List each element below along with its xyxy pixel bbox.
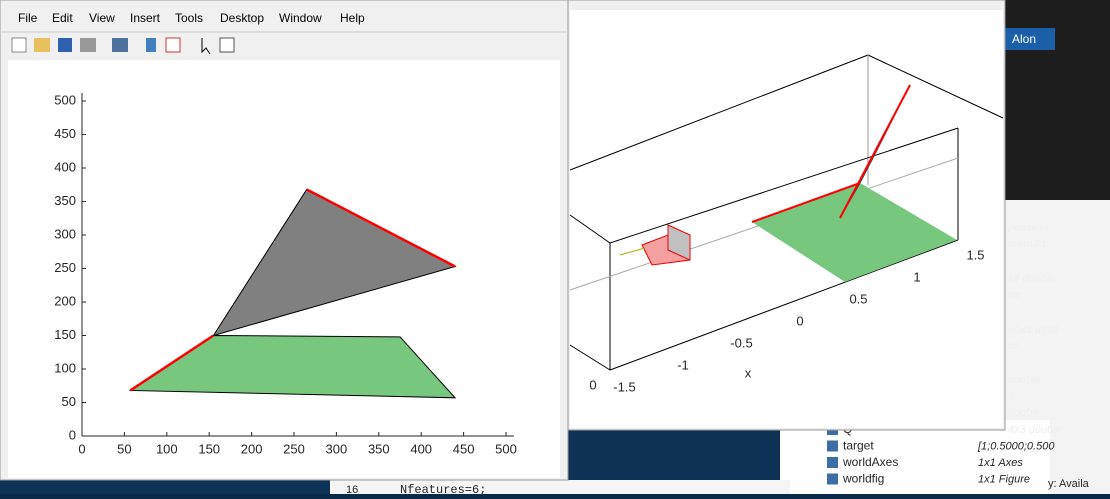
edge	[306, 188, 456, 268]
y-tick-label: 300	[54, 226, 76, 241]
camera-frustum	[667, 224, 691, 261]
menu-item[interactable]: Tools	[175, 11, 203, 25]
menu-item[interactable]: Edit	[52, 11, 73, 25]
box-edge	[569, 54, 869, 171]
y-tick-label: 500	[54, 92, 76, 107]
workspace-text: double	[1008, 407, 1041, 419]
tool-link[interactable]	[112, 38, 128, 52]
x-tick-label: 250	[283, 441, 305, 456]
variable-value: 1x1 Figure	[978, 473, 1030, 485]
box-edge	[867, 54, 1004, 119]
axis-tick-label: 0	[796, 313, 803, 328]
axis-tick-label: -1	[677, 357, 689, 372]
tool-property[interactable]	[219, 37, 235, 53]
x-tick-label: 50	[117, 441, 131, 456]
workspace-text: ns	[1008, 340, 1020, 352]
y-tick-label: 50	[62, 394, 76, 409]
axis-label: x	[745, 365, 752, 380]
x-tick-label: 300	[326, 441, 348, 456]
box-3d	[569, 54, 1004, 371]
workspace-text: ne	[1008, 289, 1020, 301]
axis-tick-label: 1	[913, 269, 920, 284]
x-tick-label: 450	[453, 441, 475, 456]
x-tick-label: 350	[368, 441, 390, 456]
workspace-table	[780, 420, 1050, 494]
axis-tick-label: 0.5	[849, 291, 867, 306]
y-tick-label: 400	[54, 159, 76, 174]
workspace-text: 4x3 double	[1008, 424, 1062, 436]
workspace-text: perrecta	[1007, 222, 1048, 234]
variable-name: worldAxes	[842, 455, 898, 469]
x-tick-label: 0	[78, 441, 85, 456]
workspace-text: mera3d	[1008, 238, 1046, 250]
red-edge	[751, 182, 861, 223]
workspace-text: 60x3 uint8	[1008, 324, 1060, 336]
axis-3d: -1.5 -1 -0.5 0 0.5 1 1.5 x 0	[589, 247, 984, 394]
tool-legend[interactable]	[165, 37, 181, 53]
x-tick-label: 400	[410, 441, 432, 456]
tool-pointer[interactable]	[201, 38, 211, 55]
y-tick-label: 100	[54, 360, 76, 375]
corner-tick-label: 0	[589, 377, 596, 392]
variable-value: [1;0.5000;0.500	[977, 440, 1055, 452]
variable-icon	[827, 473, 838, 485]
workspace-text: ll	[1008, 390, 1013, 402]
menu-item[interactable]: Help	[340, 11, 365, 25]
plot-2d: 0 50 100 150 200 250 300 350 400 450 500 0 50 100 150 2…	[54, 92, 517, 456]
edge	[129, 334, 215, 392]
toolbar	[11, 37, 235, 55]
editor-strip	[330, 480, 790, 494]
variable-value: 1x1 Axes	[978, 457, 1023, 469]
user-button[interactable]	[1005, 28, 1055, 50]
y-tick-label: 450	[54, 126, 76, 141]
y-tick-label: 200	[54, 293, 76, 308]
tool-open[interactable]	[34, 38, 50, 52]
y-tick-label: 150	[54, 327, 76, 342]
menu-item[interactable]: Insert	[130, 11, 161, 25]
x-tick-label: 100	[156, 441, 178, 456]
y-tick-label: 350	[54, 193, 76, 208]
variable-icon	[827, 440, 838, 452]
variable-name: worldfig	[842, 472, 884, 486]
variable-icon	[827, 457, 838, 468]
workspace-text: x2 double	[1007, 273, 1056, 285]
green-plane	[752, 183, 957, 282]
menu-item[interactable]: Window	[279, 11, 322, 25]
tool-new[interactable]	[11, 37, 27, 53]
box-edge	[609, 239, 959, 371]
status-text: y: Availa	[1048, 478, 1090, 490]
box-edge	[569, 214, 611, 244]
line-number: 16	[346, 484, 358, 494]
variable-name: target	[843, 439, 874, 453]
red-edge	[839, 84, 911, 219]
camera-ray	[619, 247, 646, 256]
workspace-fragments: perrecta mera3d x2 double ne 60x3 uint8 ns dou…	[1007, 222, 1062, 436]
tool-save[interactable]	[58, 38, 72, 52]
x-tick-label: 500	[495, 441, 517, 456]
tool-colorbar[interactable]	[146, 38, 156, 52]
box-edge	[609, 127, 959, 244]
menu-item[interactable]: View	[89, 11, 115, 25]
axis-tick-label: -0.5	[730, 335, 752, 350]
user-name: Alon	[1012, 32, 1036, 46]
box-edge	[569, 344, 611, 371]
menu-item[interactable]: File	[18, 11, 38, 25]
x-tick-label: 200	[241, 441, 263, 456]
axis-tick-label: -1.5	[613, 379, 635, 394]
workspace-text: double	[1008, 374, 1041, 386]
menu-bar: File Edit View Insert Tools Desktop Window Help	[18, 11, 365, 25]
tool-print[interactable]	[80, 38, 96, 52]
x-tick-label: 150	[198, 441, 220, 456]
menu-item[interactable]: Desktop	[220, 11, 264, 25]
code-line: Nfeatures=6;	[400, 483, 486, 494]
y-tick-label: 250	[54, 260, 76, 275]
y-tick-label: 0	[69, 427, 76, 442]
axis-tick-label: 1.5	[966, 247, 984, 262]
